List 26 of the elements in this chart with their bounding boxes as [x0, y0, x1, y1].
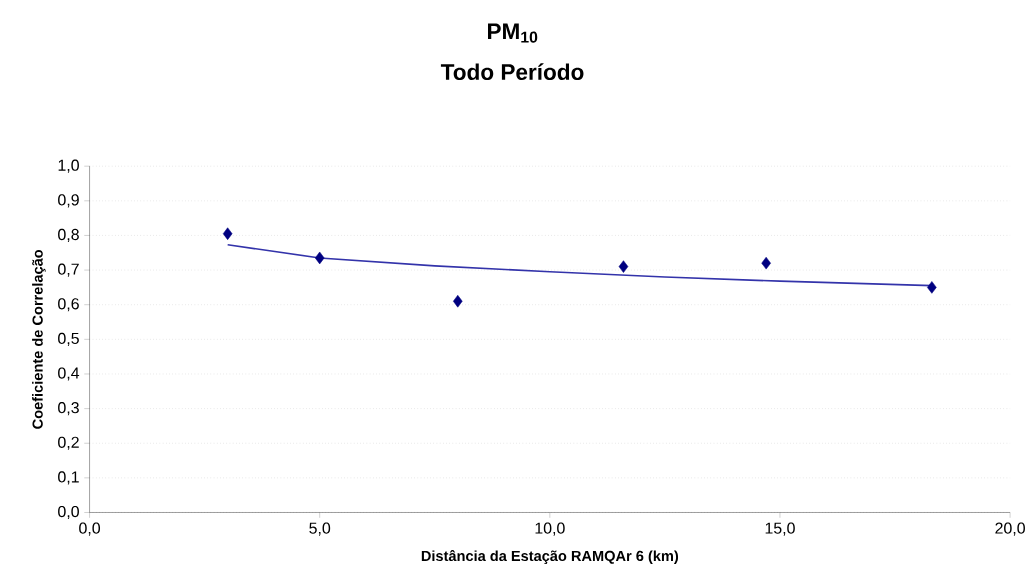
y-tick-label: 0,0 [58, 505, 79, 520]
point [927, 281, 937, 294]
y-tick-label: 0,5 [58, 332, 79, 346]
y-tick-label: 0,7 [58, 263, 79, 277]
y-tick-label: 0,3 [58, 401, 79, 416]
y-tick-label: 0,4 [58, 367, 80, 381]
y-tick-label: 0,1 [58, 471, 79, 485]
point [761, 256, 771, 270]
point [618, 260, 629, 273]
x-tick-label: 5,0 [309, 522, 331, 536]
chart-subtitle: Todo Período [440, 63, 584, 80]
y-tick-label: 0,8 [58, 228, 79, 242]
chart-title: PM$_{10}$ [488, 23, 538, 43]
y-tick-label: 0,9 [58, 194, 79, 208]
y-tick-label: 0,2 [58, 436, 79, 450]
x-tick-label: 15,0 [765, 522, 795, 536]
x-tick-label: 0,0 [79, 522, 101, 536]
y-tick-label: 1,0 [58, 159, 79, 173]
point [453, 294, 463, 308]
x-axis-title: Distância da Estação RAMQAr 6 (km) [421, 550, 679, 564]
point [222, 227, 233, 240]
y-tick-label: 0,6 [58, 298, 79, 312]
x-tick-label: 20,0 [995, 522, 1025, 536]
point [314, 251, 325, 265]
y-axis-title: Coeficiente de Correlação [32, 249, 46, 429]
x-tick-label: 10,0 [535, 522, 565, 536]
